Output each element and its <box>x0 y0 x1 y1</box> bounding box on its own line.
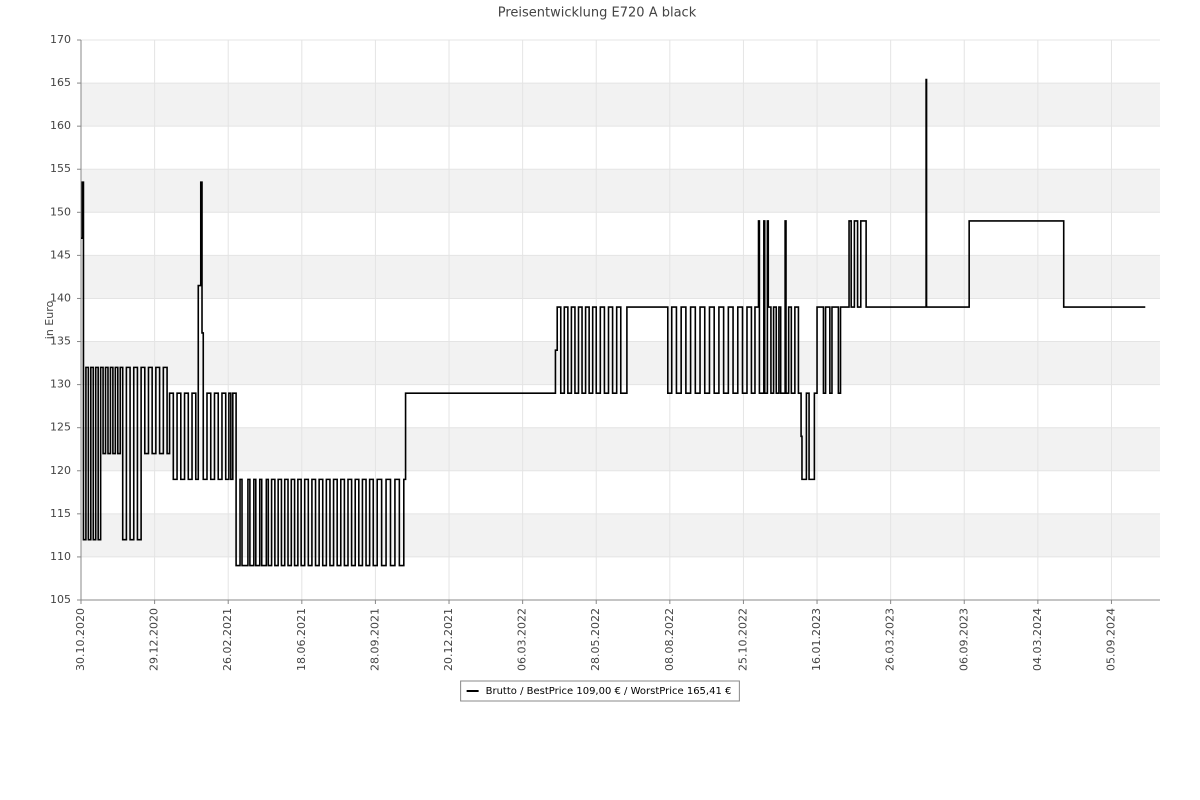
grid-band <box>81 427 1160 471</box>
x-tick-label: 20.12.2021 <box>442 608 455 671</box>
x-tick-label: 06.09.2023 <box>957 608 970 671</box>
x-tick-label: 04.03.2024 <box>1031 608 1044 671</box>
grid-band <box>81 255 1160 299</box>
y-tick-label: 170 <box>50 33 71 46</box>
x-tick-label: 26.03.2023 <box>884 608 897 671</box>
y-tick-label: 115 <box>50 507 71 520</box>
x-tick-label: 25.10.2022 <box>736 608 749 671</box>
y-tick-label: 110 <box>50 550 71 563</box>
x-tick-label: 28.09.2021 <box>368 608 381 671</box>
x-tick-label: 16.01.2023 <box>810 608 823 671</box>
grid-band <box>81 513 1160 557</box>
x-tick-label: 08.08.2022 <box>663 608 676 671</box>
y-axis-label: in Euro <box>43 301 56 340</box>
chart-title: Preisentwicklung E720 A black <box>498 6 697 21</box>
x-tick-label: 29.12.2020 <box>148 608 161 671</box>
y-tick-label: 125 <box>50 421 71 434</box>
x-tick-label: 05.09.2024 <box>1104 608 1117 671</box>
y-tick-label: 145 <box>50 248 71 261</box>
x-tick-label: 26.02.2021 <box>221 608 234 671</box>
y-tick-label: 165 <box>50 76 71 89</box>
x-tick-label: 06.03.2022 <box>516 608 529 671</box>
price-line <box>81 78 1146 567</box>
y-tick-label: 135 <box>50 335 71 348</box>
y-tick-label: 120 <box>50 464 71 477</box>
y-tick-label: 160 <box>50 119 71 132</box>
grid-band <box>81 83 1160 127</box>
y-tick-label: 130 <box>50 378 71 391</box>
y-tick-label: 155 <box>50 162 71 175</box>
legend-label: Brutto / BestPrice 109,00 € / WorstPrice… <box>486 686 732 697</box>
x-tick-label: 28.05.2022 <box>589 608 602 671</box>
x-tick-label: 30.10.2020 <box>74 608 87 671</box>
legend-box <box>460 680 740 702</box>
y-tick-label: 150 <box>50 205 71 218</box>
grid-band <box>81 169 1160 213</box>
x-tick-label: 18.06.2021 <box>295 608 308 671</box>
y-tick-label: 105 <box>50 593 71 606</box>
y-tick-label: 140 <box>50 291 71 304</box>
